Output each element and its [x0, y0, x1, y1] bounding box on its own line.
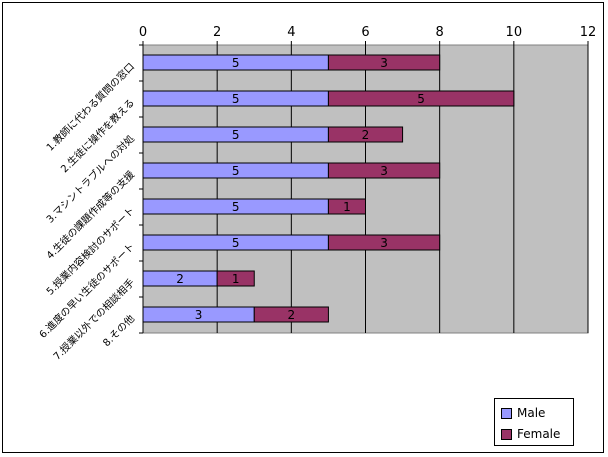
- legend-swatch-male: [501, 407, 512, 419]
- data-label: 2: [176, 272, 184, 286]
- data-label: 1: [232, 272, 240, 286]
- x-tick-label: 4: [287, 25, 295, 40]
- data-label: 5: [232, 56, 240, 70]
- legend-label-female: Female: [517, 427, 561, 441]
- category-label: 8.その他: [100, 312, 137, 349]
- data-label: 3: [380, 164, 388, 178]
- legend-label-male: Male: [517, 406, 546, 420]
- x-tick-label: 0: [139, 25, 147, 40]
- category-labels: 1.教師に代わる質問の窓口2.生徒に操作を教える3.マシントラブルへの対処4.生…: [36, 60, 137, 363]
- legend-swatch-female: [501, 428, 512, 440]
- data-label: 5: [417, 92, 425, 106]
- data-label: 5: [232, 164, 240, 178]
- bar-female: [327, 90, 515, 107]
- x-tick-label: 12: [580, 25, 597, 40]
- legend-item-male: Male: [501, 405, 545, 421]
- bar-female: [216, 270, 255, 287]
- data-label: 2: [288, 308, 296, 322]
- data-label: 3: [380, 56, 388, 70]
- bar-female: [327, 234, 441, 251]
- bar-female: [327, 198, 366, 215]
- x-tick-label: 6: [361, 25, 369, 40]
- data-label: 5: [232, 92, 240, 106]
- data-label: 3: [380, 236, 388, 250]
- bar-female: [253, 306, 329, 323]
- data-label: 5: [232, 200, 240, 214]
- data-label: 2: [362, 128, 370, 142]
- data-label: 3: [195, 308, 203, 322]
- bar-female: [327, 162, 441, 179]
- bars: 5 3 5 5 5 2 5 3 5 1 5 3 2 1 3 2: [142, 54, 515, 323]
- legend: Male Female: [494, 398, 574, 446]
- bar-female: [327, 126, 404, 143]
- data-label: 5: [232, 236, 240, 250]
- data-label: 5: [232, 128, 240, 142]
- data-label: 1: [343, 200, 351, 214]
- x-tick-label: 2: [213, 25, 221, 40]
- bar-female: [327, 54, 441, 71]
- x-tick-label: 8: [436, 25, 444, 40]
- legend-item-female: Female: [501, 426, 560, 442]
- x-tick-label: 10: [506, 25, 523, 40]
